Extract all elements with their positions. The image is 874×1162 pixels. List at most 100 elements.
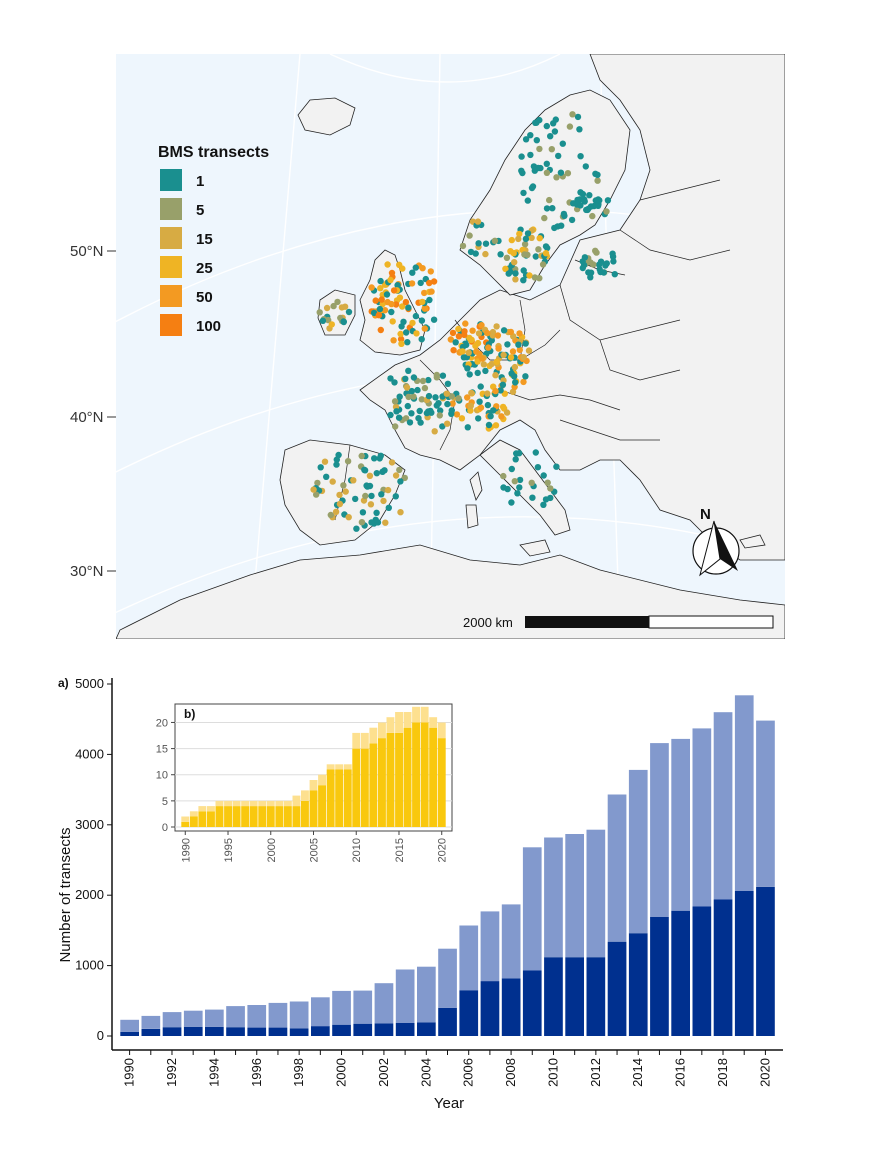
bar-2018-series-0 <box>713 899 733 1036</box>
north-arrow-icon: N <box>692 506 740 577</box>
inset-bar-1991-series-1 <box>189 811 198 817</box>
bar-1999-series-1 <box>311 997 330 1027</box>
lat-label-50: 50°N <box>70 243 104 260</box>
scale-bar: 2000 km <box>463 615 774 630</box>
x-tick-label: 2008 <box>503 1058 518 1087</box>
bar-2019-series-0 <box>734 891 754 1036</box>
inset-y-tick-label: 10 <box>156 770 168 782</box>
legend-swatch-5 <box>160 198 182 220</box>
bar-2015-series-0 <box>650 917 669 1036</box>
inset-bar-1990-series-0 <box>181 821 190 827</box>
inset-bar-2009-series-0 <box>343 769 352 827</box>
inset-bar-1996-series-0 <box>232 806 241 827</box>
inset-bar-2002-series-0 <box>283 806 292 827</box>
legend-swatch-25 <box>160 256 182 278</box>
bar-2007-series-1 <box>480 911 500 982</box>
bar-2003-series-1 <box>395 969 415 1023</box>
inset-bar-2011-series-1 <box>360 732 369 749</box>
inset-bar-2000-series-1 <box>266 800 275 807</box>
x-tick-label: 1990 <box>122 1058 137 1087</box>
x-tick-label: 2004 <box>418 1058 433 1087</box>
bar-2013-series-1 <box>607 794 627 942</box>
inset-bar-1995-series-1 <box>224 800 232 807</box>
inset-bar-2003-series-0 <box>292 806 301 827</box>
bar-2008-series-1 <box>501 904 521 979</box>
bar-1996-series-0 <box>247 1027 267 1036</box>
bar-2009-series-0 <box>522 970 542 1036</box>
bar-2008-series-0 <box>501 978 521 1036</box>
x-tick-label: 2000 <box>334 1058 349 1087</box>
inset-x-tick-label: 1995 <box>223 838 235 862</box>
bar-2014-series-1 <box>628 769 648 934</box>
bar-1993-series-0 <box>183 1026 203 1036</box>
legend-swatch-15 <box>160 227 182 249</box>
bar-2010-series-0 <box>544 957 563 1036</box>
x-tick-label: 2014 <box>630 1058 645 1087</box>
bar-2003-series-0 <box>395 1023 415 1036</box>
inset-bar-2010-series-0 <box>352 748 361 827</box>
bar-2014-series-0 <box>628 933 648 1036</box>
x-axis-title: Year <box>434 1095 464 1112</box>
bar-2002-series-0 <box>374 1023 394 1036</box>
inset-y-tick-label: 0 <box>162 822 168 834</box>
inset-bar-2020-series-0 <box>437 738 446 827</box>
bar-2020-series-0 <box>756 886 775 1036</box>
inset-x-tick-label: 2015 <box>394 838 406 862</box>
inset-bar-2017-series-0 <box>412 722 420 827</box>
bar-2006-series-0 <box>459 990 479 1036</box>
inset-bar-1997-series-1 <box>241 800 250 807</box>
inset-bar-2018-series-1 <box>420 706 429 723</box>
bar-2012-series-0 <box>586 957 606 1036</box>
inset-bars <box>181 706 446 827</box>
x-tick-label: 1996 <box>249 1058 264 1087</box>
x-tick-label: 1998 <box>291 1058 306 1087</box>
bar-1992-series-0 <box>162 1027 182 1036</box>
bar-1990-series-1 <box>120 1019 139 1032</box>
bar-2011-series-0 <box>565 957 584 1036</box>
inset-bar-1995-series-0 <box>224 806 232 827</box>
bar-2001-series-0 <box>353 1023 373 1036</box>
inset-bar-2017-series-1 <box>412 706 420 723</box>
legend-label-1: 1 <box>196 173 204 190</box>
x-tick-label: 2020 <box>757 1058 772 1087</box>
main-axes: 0 1000 2000 3000 4000 5000 1990 1992 1994 1996 199… <box>75 676 783 1087</box>
europe-transect-map: 50°N 40°N 30°N BMS transects 15152550100… <box>70 54 785 639</box>
inset-bar-2005-series-1 <box>309 780 318 791</box>
x-tick-label: 2006 <box>461 1058 476 1087</box>
bar-2011-series-1 <box>565 834 584 958</box>
inset-bar-2020-series-1 <box>437 722 446 739</box>
inset-bar-2013-series-1 <box>378 722 386 739</box>
bar-2009-series-1 <box>522 847 542 971</box>
inset-bar-2008-series-0 <box>335 769 344 827</box>
bar-2019-series-1 <box>734 695 754 891</box>
bar-2010-series-1 <box>544 837 563 958</box>
inset-bar-2008-series-1 <box>335 764 344 770</box>
inset-bar-1993-series-1 <box>207 806 215 812</box>
inset-x-tick-label: 1990 <box>180 838 192 862</box>
bar-1994-series-0 <box>205 1026 224 1036</box>
bar-1998-series-1 <box>289 1001 309 1029</box>
bar-1995-series-0 <box>226 1027 245 1036</box>
inset-bar-2016-series-0 <box>403 727 412 827</box>
lat-label-30: 30°N <box>70 563 104 580</box>
inset-bar-2001-series-1 <box>275 800 284 807</box>
inset-bar-2015-series-0 <box>395 732 403 827</box>
inset-x-tick-label: 2000 <box>266 838 278 862</box>
bar-1995-series-1 <box>226 1006 245 1028</box>
inset-bar-1997-series-0 <box>241 806 250 827</box>
inset-y-tick-label: 20 <box>156 717 168 729</box>
bar-2006-series-1 <box>459 925 479 991</box>
inset-x-tick-label: 2020 <box>437 838 449 862</box>
bar-1992-series-1 <box>162 1012 182 1028</box>
panel-label-a: a) <box>58 676 69 690</box>
bar-1991-series-1 <box>141 1015 161 1029</box>
inset-bar-1996-series-1 <box>232 800 241 807</box>
inset-bar-2003-series-1 <box>292 795 301 807</box>
inset-axes: 0 5 10 15 20 1990 1995 2000 2005 2010 2015 2020 <box>156 717 449 862</box>
bar-2020-series-1 <box>756 720 775 887</box>
inset-bar-2005-series-0 <box>309 790 318 827</box>
inset-bar-2012-series-0 <box>369 743 378 827</box>
bar-2007-series-0 <box>480 981 500 1036</box>
bar-2004-series-0 <box>417 1022 436 1036</box>
y-axis-title: Number of transects <box>57 827 74 962</box>
